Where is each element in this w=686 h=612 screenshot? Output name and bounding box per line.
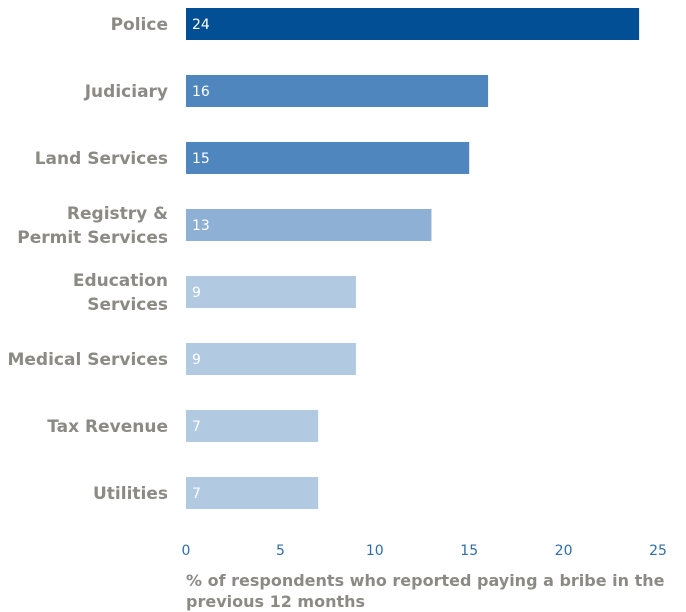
category-labels-group: Police Judiciary Land Services Registry & Pe… — [7, 15, 168, 504]
bar — [186, 276, 356, 308]
x-tick-label: 15 — [460, 543, 478, 559]
bar-value-label: 9 — [192, 285, 201, 301]
category-label: Medical Services — [7, 350, 168, 370]
bar — [186, 410, 319, 442]
bar — [186, 8, 640, 40]
bar — [186, 343, 356, 375]
bar-value-label: 16 — [192, 84, 210, 100]
bar — [186, 142, 470, 174]
x-tick-label: 5 — [276, 543, 285, 559]
category-label: Tax Revenue — [47, 417, 168, 437]
bar — [186, 209, 432, 241]
bar-value-label: 7 — [192, 419, 201, 435]
x-tick-label: 0 — [182, 543, 191, 559]
x-tick-label: 10 — [366, 543, 384, 559]
bar — [186, 75, 489, 107]
bar-value-label: 13 — [192, 218, 210, 234]
bar-value-label: 7 — [192, 486, 201, 502]
bars-group — [186, 8, 640, 509]
bar-value-label: 9 — [192, 352, 201, 368]
category-label: Police — [111, 15, 168, 35]
x-tick-label: 25 — [649, 543, 667, 559]
bar-value-label: 24 — [192, 17, 210, 33]
x-tick-labels-group: 0 5 10 15 20 25 — [182, 543, 667, 559]
category-label: Education Services — [73, 271, 168, 315]
bar-value-label: 15 — [192, 151, 210, 167]
x-axis-title-group: % of respondents who reported paying a b… — [186, 571, 665, 611]
value-labels-group: 24 16 15 13 9 9 7 7 — [192, 17, 210, 502]
bar — [186, 477, 319, 509]
category-label: Registry & Permit Services — [17, 204, 168, 248]
category-label: Land Services — [35, 149, 168, 169]
category-label: Judiciary — [84, 82, 168, 102]
x-tick-label: 20 — [555, 543, 573, 559]
x-axis-title: % of respondents who reported paying a b… — [186, 571, 665, 611]
category-label: Utilities — [93, 484, 168, 504]
